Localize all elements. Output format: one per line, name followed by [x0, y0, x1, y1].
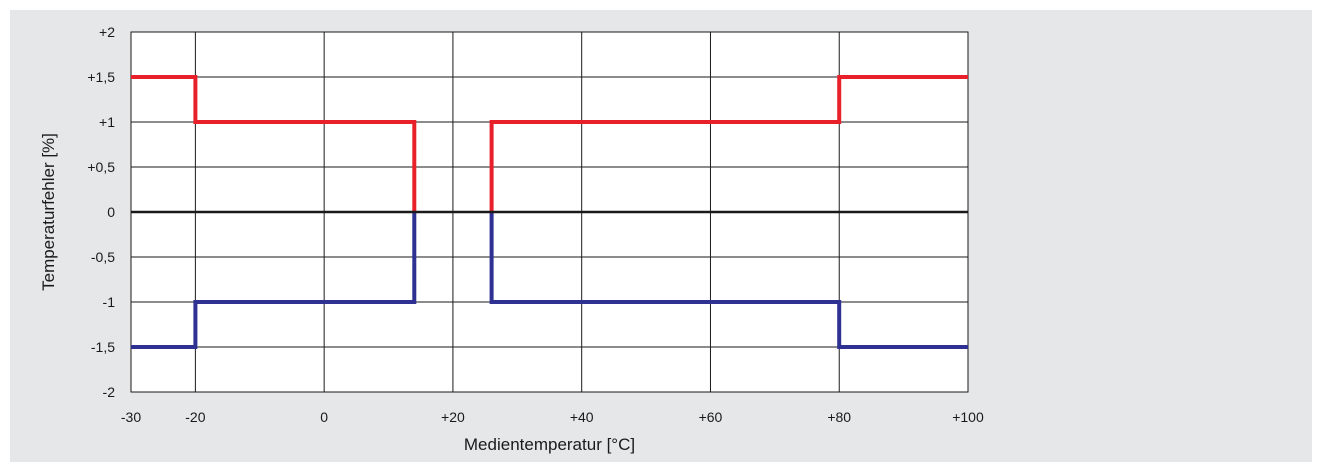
y-tick-label: -1,5 — [91, 339, 115, 355]
y-tick-label: +2 — [99, 24, 115, 40]
x-tick-label: 0 — [320, 409, 328, 425]
series-line — [131, 212, 417, 349]
x-tick-label: +80 — [827, 409, 851, 425]
series-layer — [131, 75, 968, 349]
y-tick-label: +0,5 — [87, 159, 115, 175]
x-tick-label: +100 — [952, 409, 984, 425]
y-tick-label: -2 — [103, 384, 116, 400]
y-tick-label: +1 — [99, 114, 115, 130]
y-tick-label: -1 — [103, 294, 116, 310]
x-tick-label: -30 — [121, 409, 141, 425]
y-tick-label: -0,5 — [91, 249, 115, 265]
x-axis-label: Medientemperatur [°C] — [464, 435, 635, 454]
y-axis-label: Temperaturfehler [%] — [39, 133, 58, 291]
series-line — [489, 212, 968, 349]
y-tick-label: +1,5 — [87, 69, 115, 85]
y-tick-label: 0 — [107, 204, 115, 220]
x-tick-label: +60 — [699, 409, 723, 425]
series-line — [131, 75, 417, 212]
x-tick-label: +40 — [570, 409, 594, 425]
x-tick-label: +20 — [441, 409, 465, 425]
chart-figure: +2 +1,5 +1 +0,5 0 -0,5 -1 -1,5 -2 -30 -20 0 +20 +40 +6… — [10, 10, 1312, 462]
chart-svg: +2 +1,5 +1 +0,5 0 -0,5 -1 -1,5 -2 -30 -20 0 +20 +40 +6… — [39, 24, 984, 454]
x-tick-label: -20 — [185, 409, 205, 425]
tick-labels: +2 +1,5 +1 +0,5 0 -0,5 -1 -1,5 -2 -30 -20 0 +20 +40 +6… — [87, 24, 984, 425]
series-line — [489, 75, 968, 212]
